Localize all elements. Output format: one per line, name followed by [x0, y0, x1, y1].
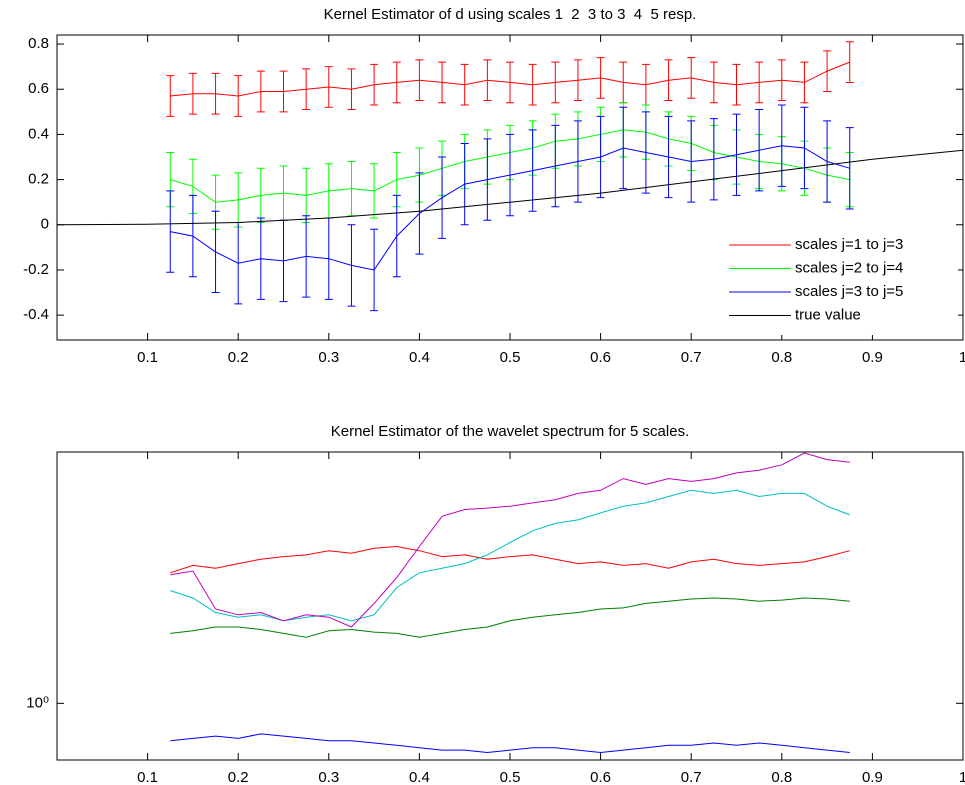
x-tick-label: 0.4 — [409, 769, 430, 785]
y-tick-label: -0.2 — [23, 261, 49, 278]
x-tick-label: 0.7 — [681, 769, 702, 785]
x-tick-label: 0.5 — [500, 349, 521, 366]
x-tick-label: 0.5 — [500, 769, 521, 785]
x-tick-label: 0.8 — [771, 349, 792, 366]
y-tick-label: 0.6 — [28, 80, 49, 97]
error-bar — [166, 75, 175, 117]
y-tick-label: 10⁰ — [26, 694, 49, 711]
x-tick-label: 0.8 — [771, 769, 792, 785]
x-tick-label: 0.3 — [318, 349, 339, 366]
legend-label: scales j=1 to j=3 — [795, 236, 903, 253]
x-tick-label: 0.3 — [318, 769, 339, 785]
x-tick-label: 1 — [959, 769, 965, 785]
error-bar — [166, 190, 175, 273]
series-line — [170, 489, 850, 622]
series-line — [170, 733, 850, 754]
legend-label: scales j=3 to j=5 — [795, 283, 903, 300]
y-tick-label: 0.8 — [28, 35, 49, 52]
x-tick-label: 0.4 — [409, 349, 430, 366]
y-tick-label: 0 — [41, 216, 49, 233]
x-tick-label: 0.7 — [681, 349, 702, 366]
x-tick-label: 0.6 — [590, 349, 611, 366]
y-tick-label: -0.4 — [23, 306, 49, 323]
x-tick-label: 0.6 — [590, 769, 611, 785]
chart-title: Kernel Estimator of the wavelet spectrum… — [331, 423, 689, 440]
x-tick-label: 0.2 — [228, 769, 249, 785]
axis-box — [56, 34, 964, 341]
legend-label: scales j=2 to j=4 — [795, 259, 903, 276]
series-line — [170, 61, 850, 97]
chart-title: Kernel Estimator of d using scales 1 2 3… — [324, 6, 697, 23]
x-tick-label: 0.9 — [862, 349, 883, 366]
x-tick-label: 0.2 — [228, 349, 249, 366]
series-line — [170, 145, 850, 271]
series-line — [170, 452, 850, 628]
x-tick-label: 0.9 — [862, 769, 883, 785]
legend-box — [723, 229, 958, 335]
series-line — [170, 597, 850, 638]
series-line — [57, 149, 963, 226]
x-tick-label: 1 — [959, 349, 965, 366]
y-tick-label: 0.2 — [28, 171, 49, 188]
x-tick-label: 0.1 — [137, 349, 158, 366]
plot-area — [57, 41, 963, 312]
plot-area — [170, 452, 850, 754]
legend-label: true value — [795, 306, 861, 323]
axis-box — [56, 451, 964, 761]
x-tick-label: 0.1 — [137, 769, 158, 785]
y-tick-label: 0.4 — [28, 125, 49, 142]
series-line — [170, 545, 850, 574]
